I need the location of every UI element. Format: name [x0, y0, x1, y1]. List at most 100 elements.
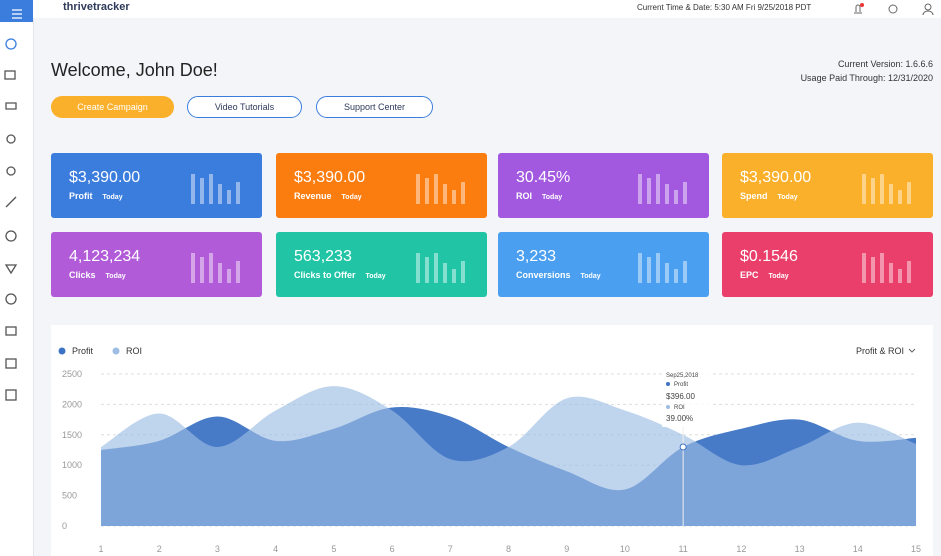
card-bars [638, 253, 687, 283]
brand[interactable]: thrivetracker [63, 1, 130, 13]
decor-bar [638, 253, 642, 283]
decor-bar [871, 257, 875, 283]
y-tick-label: 500 [62, 491, 77, 501]
decor-bar [461, 182, 465, 204]
card-value: $3,390.00 [69, 169, 141, 186]
y-tick-label: 2500 [62, 369, 82, 379]
decor-bar [200, 178, 204, 204]
legend-marker [112, 347, 120, 355]
card-period: Today [580, 273, 601, 280]
tooltip-text: $396.00 [666, 392, 695, 401]
welcome: Welcome, John Doe! [51, 60, 218, 80]
card-bars [638, 174, 687, 204]
menu-button[interactable] [0, 0, 33, 22]
decor-bar [452, 269, 456, 283]
stat-card: 30.45% ROI Today [498, 153, 709, 218]
decor-bar [898, 190, 902, 204]
decor-bar [656, 174, 660, 204]
card-bars [862, 174, 911, 204]
decor-bar [683, 261, 687, 283]
decor-bar [191, 253, 195, 283]
decor-bar [683, 182, 687, 204]
decor-bar [665, 184, 669, 204]
decor-bar [880, 174, 884, 204]
decor-bar [425, 178, 429, 204]
decor-bar [665, 263, 669, 283]
card-label-text: Spend [740, 191, 768, 201]
tooltip-text: Profit [674, 382, 688, 388]
sidebar-icons [4, 9, 22, 401]
decor-bar [209, 174, 213, 204]
button[interactable]: Video Tutorials [187, 96, 302, 118]
button[interactable]: Support Center [316, 96, 433, 118]
card-value: 3,233 [516, 248, 557, 265]
x-tick-label: 3 [215, 544, 220, 554]
decor-bar [656, 253, 660, 283]
stat-card: $3,390.00 Revenue Today [276, 153, 487, 218]
tooltip-box [662, 367, 712, 427]
card-bars [862, 253, 911, 283]
top-icons[interactable] [848, 2, 938, 16]
stat-card: $3,390.00 Profit Today [51, 153, 262, 218]
card-label: ROI Today [516, 191, 562, 201]
usage: Usage Paid Through: 12/31/2020 [800, 73, 933, 83]
x-tick-label: 1 [98, 544, 103, 554]
decor-bar [647, 178, 651, 204]
y-tick-label: 2000 [62, 399, 82, 409]
card-value: $3,390.00 [740, 169, 812, 186]
x-tick-label: 8 [506, 544, 511, 554]
stat-card: $0.1546 EPC Today [722, 232, 933, 297]
card-label-text: EPC [740, 270, 759, 280]
datetime: Current Time & Date: 5:30 AM Fri 9/25/20… [637, 3, 812, 12]
x-tick-label: 12 [736, 544, 746, 554]
stat-card: 4,123,234 Clicks Today [51, 232, 262, 297]
decor-bar [452, 190, 456, 204]
card-label-text: Clicks [69, 270, 96, 280]
decor-bar [443, 184, 447, 204]
card-period: Today [105, 273, 126, 280]
tooltip-text: ROI [674, 405, 685, 411]
card-period: Today [102, 194, 123, 201]
decor-bar [434, 174, 438, 204]
card-value: 30.45% [516, 169, 571, 186]
card-value: 563,233 [294, 248, 352, 265]
decor-bar [898, 269, 902, 283]
tooltip-dot [666, 405, 670, 409]
card-label: Conversions Today [516, 270, 601, 280]
x-tick-label: 10 [620, 544, 630, 554]
x-tick-label: 14 [853, 544, 863, 554]
card-bars [416, 253, 465, 283]
decor-bar [638, 174, 642, 204]
topbar: thrivetracker Current Time & Date: 5:30 … [33, 0, 941, 18]
decor-bar [236, 261, 240, 283]
legend-label: Profit [72, 346, 94, 356]
decor-bar [443, 263, 447, 283]
decor-bar [191, 174, 195, 204]
decor-bar [907, 182, 911, 204]
button[interactable]: Create Campaign [51, 96, 174, 118]
x-tick-label: 13 [795, 544, 805, 554]
y-tick-label: 1000 [62, 460, 82, 470]
decor-bar [218, 263, 222, 283]
x-tick-label: 5 [331, 544, 336, 554]
decor-bar [862, 253, 866, 283]
tooltip-point [679, 443, 687, 451]
area [101, 386, 916, 526]
card-period: Today [341, 194, 362, 201]
selector-caret [908, 348, 916, 353]
stat-card: 3,233 Conversions Today [498, 232, 709, 297]
tooltip-text: 39.00% [666, 414, 693, 423]
card-value: $0.1546 [740, 248, 798, 265]
card-label: Profit Today [69, 191, 123, 201]
x-tick-label: 15 [911, 544, 921, 554]
card-label: Clicks Today [69, 270, 126, 280]
decor-bar [871, 178, 875, 204]
decor-bar [862, 174, 866, 204]
x-tick-label: 2 [157, 544, 162, 554]
decor-bar [907, 261, 911, 283]
card-label: EPC Today [740, 270, 789, 280]
sidebar [0, 0, 34, 556]
card-period: Today [365, 273, 386, 280]
tooltip-dot [666, 382, 670, 386]
